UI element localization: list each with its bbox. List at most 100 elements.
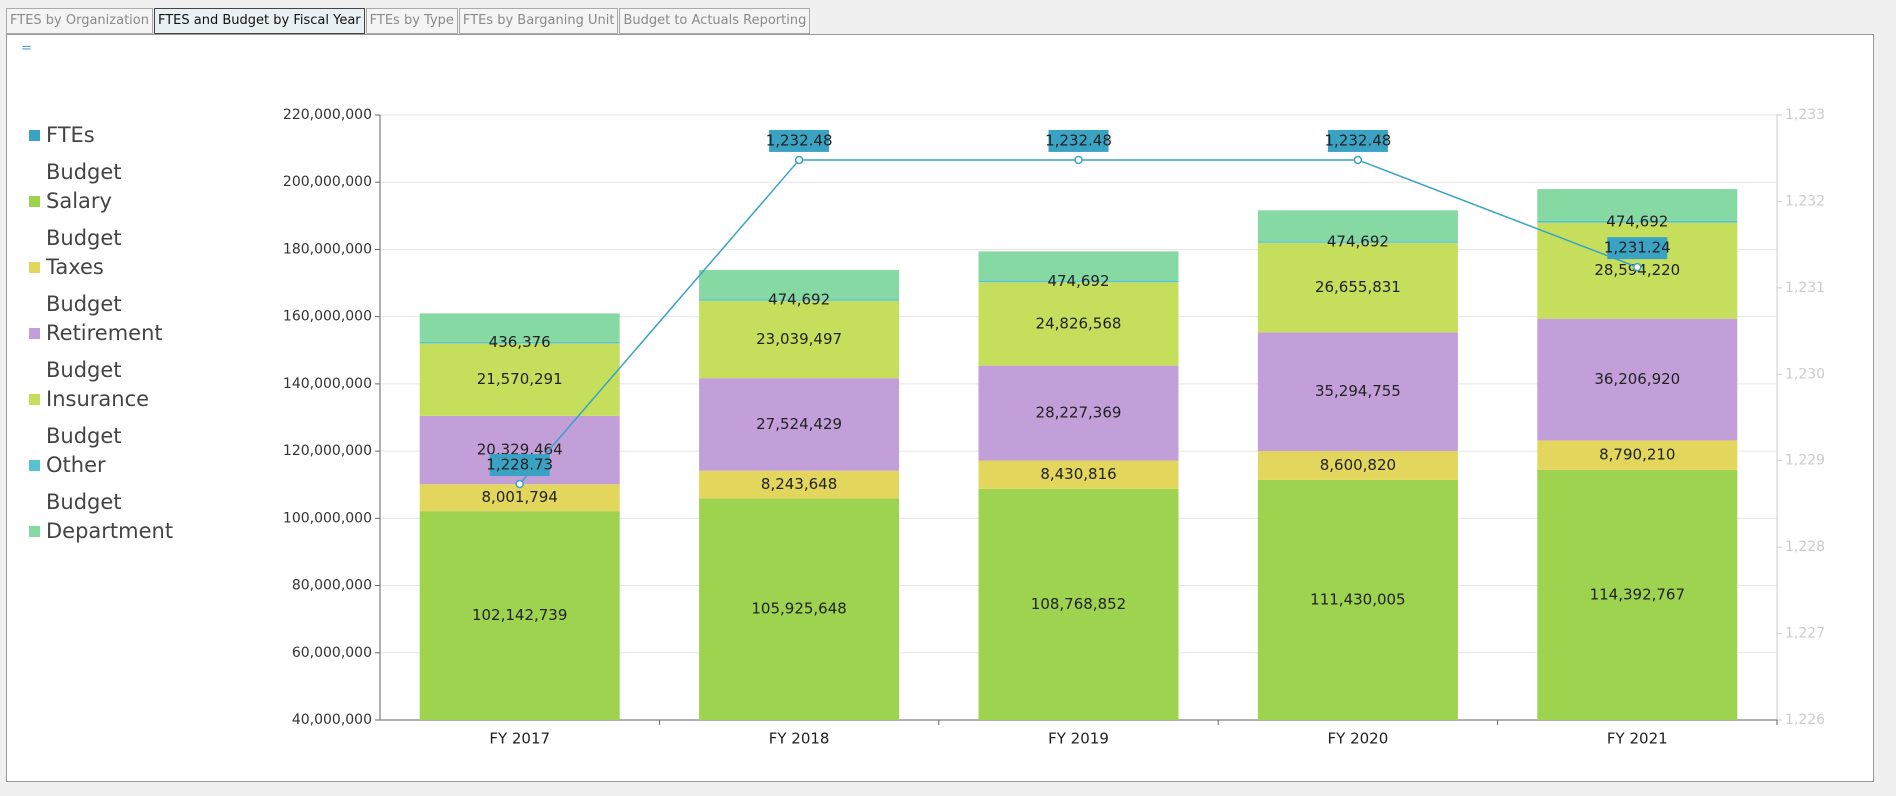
y2-tick-label: 1,232 (1785, 193, 1825, 209)
legend-item: Budget Taxes (29, 224, 179, 282)
bar-segment (419, 343, 620, 416)
bar-segment (699, 269, 900, 300)
y-tick-label: 160,000,000 (283, 309, 372, 325)
line-point (515, 479, 524, 489)
menu-icon[interactable]: = (21, 41, 32, 56)
bar-segment (1257, 210, 1458, 242)
tab[interactable]: FTES by Organization (6, 8, 153, 34)
data-label-bg (1607, 237, 1668, 260)
data-label-bg (1327, 129, 1388, 152)
legend-label: Budget Taxes (46, 226, 122, 279)
legend-item: FTEs (29, 121, 179, 150)
line-point (1633, 262, 1642, 272)
bar-segment (699, 378, 900, 471)
bar-segment (419, 313, 620, 342)
legend-label: Budget Retirement (46, 292, 163, 345)
legend-swatch (29, 196, 40, 207)
legend-item: Budget Salary (29, 158, 179, 216)
legend: FTEs Budget Salary Budget Taxes Budget Reti… (29, 121, 179, 554)
data-label: 21,570,291 (477, 370, 563, 388)
x-tick-label: FY 2019 (1048, 730, 1109, 748)
data-label-bg (489, 454, 550, 477)
legend-swatch (29, 328, 40, 339)
x-tick-label: FY 2020 (1328, 730, 1389, 748)
bar-segment (978, 460, 1179, 489)
y-tick-label: 140,000,000 (283, 376, 372, 392)
data-label: 111,430,005 (1310, 590, 1405, 608)
data-label: 474,692 (768, 290, 830, 308)
data-label-bg (769, 129, 830, 152)
data-label: 27,524,429 (756, 415, 842, 433)
bar-segment (1257, 242, 1458, 333)
bar-segment (978, 251, 1179, 281)
y-tick-label: 100,000,000 (283, 510, 372, 526)
x-tick-label: FY 2017 (489, 730, 550, 748)
data-label: 474,692 (1327, 232, 1389, 250)
bar-segment (1537, 469, 1738, 720)
legend-label: Budget Insurance (46, 358, 150, 411)
bar-segment (1257, 332, 1458, 452)
data-label: 105,925,648 (751, 600, 846, 618)
bar-segment (978, 280, 1179, 283)
data-label: 474,692 (1606, 212, 1668, 230)
bar-segment (1537, 221, 1738, 223)
y2-tick-label: 1,230 (1785, 366, 1825, 382)
bar-segment (978, 282, 1179, 366)
x-tick-label: FY 2018 (769, 730, 830, 748)
bar-segment (699, 299, 900, 301)
data-label: 8,243,648 (761, 475, 837, 493)
y-tick-label: 220,000,000 (283, 107, 372, 123)
legend-item: Budget Department (29, 488, 179, 546)
data-label: 8,001,794 (482, 488, 558, 506)
tab[interactable]: FTES and Budget by Fiscal Year (153, 8, 365, 34)
data-label: 1,232.48 (766, 131, 833, 149)
y2-tick-label: 1,228 (1785, 539, 1825, 555)
legend-item: Budget Insurance (29, 356, 179, 414)
line-point (794, 155, 804, 165)
y-tick-label: 200,000,000 (283, 174, 372, 190)
tab[interactable]: FTEs by Type (365, 8, 458, 34)
bar-segment (699, 498, 900, 720)
y2-tick-label: 1,233 (1785, 107, 1825, 123)
y-tick-label: 180,000,000 (283, 241, 372, 257)
y2-tick-label: 1,229 (1785, 453, 1825, 469)
data-label: 114,392,767 (1590, 585, 1685, 603)
bar-segment (978, 365, 1179, 461)
bar-segment (1257, 241, 1458, 243)
legend-swatch (29, 262, 40, 273)
y-tick-label: 80,000,000 (292, 578, 372, 594)
bar-segment (1537, 318, 1738, 441)
data-label: 36,206,920 (1594, 370, 1680, 388)
legend-swatch (29, 460, 40, 471)
data-label: 1,232.48 (1045, 131, 1112, 149)
legend-label: FTEs (46, 123, 95, 147)
data-label: 23,039,497 (756, 330, 842, 348)
data-label: 26,655,831 (1315, 278, 1401, 296)
bar-segment (699, 300, 900, 379)
legend-swatch (29, 130, 40, 141)
line-point (1074, 155, 1083, 165)
y-tick-label: 120,000,000 (283, 443, 372, 459)
legend-swatch (29, 526, 40, 537)
x-tick-label: FY 2021 (1607, 730, 1668, 748)
data-label: 8,790,210 (1599, 446, 1675, 464)
bar-segment (978, 488, 1179, 720)
data-label: 28,227,369 (1036, 404, 1122, 422)
tab[interactable]: Budget to Actuals Reporting (619, 8, 811, 34)
legend-label: Budget Salary (46, 160, 122, 213)
legend-item: Budget Other (29, 422, 179, 480)
bar-segment (419, 484, 620, 512)
data-label: 1,228.73 (486, 456, 553, 474)
data-label: 24,826,568 (1036, 314, 1122, 332)
data-label: 102,142,739 (472, 606, 567, 624)
y-tick-label: 60,000,000 (292, 645, 372, 661)
y2-tick-label: 1,227 (1785, 626, 1825, 642)
line-point (1353, 155, 1363, 165)
legend-label: Budget Department (46, 490, 174, 543)
bar-segment (1257, 479, 1458, 720)
tab[interactable]: FTEs by Barganing Unit (458, 8, 619, 34)
data-label: 35,294,755 (1315, 382, 1401, 400)
y-tick-label: 40,000,000 (292, 712, 372, 728)
